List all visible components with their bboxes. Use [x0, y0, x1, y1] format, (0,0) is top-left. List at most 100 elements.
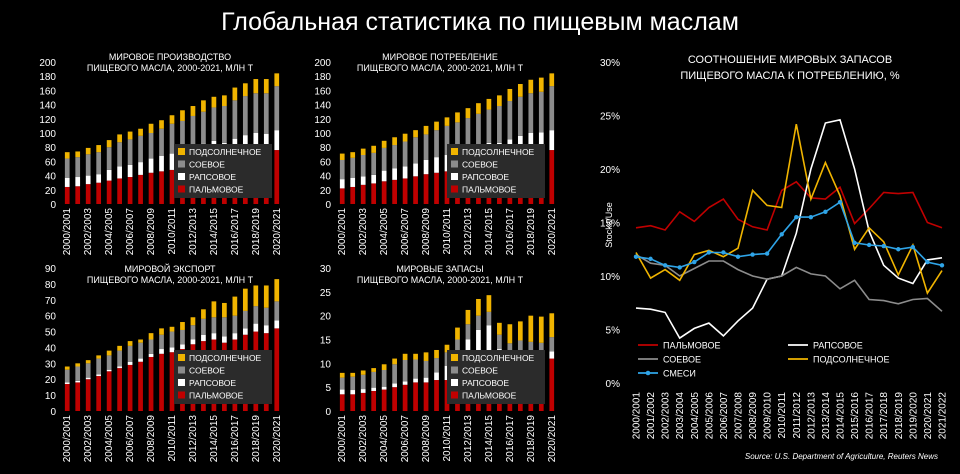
bar-segment-soy [413, 137, 418, 164]
bar-segment-sunflower [211, 96, 217, 108]
series-point-mixed [837, 199, 843, 205]
y-tick-label: 40 [45, 172, 57, 183]
x-tick-label: 2017/2018 [879, 392, 890, 440]
bar-segment-rapeseed [476, 329, 481, 366]
bar-segment-sunflower [423, 352, 429, 361]
x-tick-label: 2008/2009 [748, 392, 759, 440]
bar-segment-sunflower [538, 316, 544, 343]
bar-segment-palm [392, 387, 397, 411]
chart-title: МИРОВЫЕ ЗАПАСЫ [396, 264, 483, 274]
x-tick-label: 2016/2017 [505, 208, 516, 256]
x-tick-label: 2018/2019 [526, 415, 537, 463]
bar-segment-rapeseed [127, 361, 133, 365]
bar-segment-palm [127, 364, 133, 411]
y-tick-label: 0 [325, 407, 331, 418]
bar-segment-sunflower [507, 88, 513, 102]
bar-segment-rapeseed [169, 153, 175, 170]
legend-swatch-palm [451, 185, 458, 193]
y-tick-label: 200 [314, 58, 331, 69]
bar-segment-soy [169, 331, 175, 348]
bar-segment-sunflower [392, 137, 397, 146]
bar-segment-soy [242, 310, 248, 329]
bar-segment-palm [75, 382, 81, 411]
y-tick-label: 25% [600, 112, 620, 123]
y-tick-label: 60 [45, 157, 57, 168]
x-tick-label: 2004/2005 [104, 415, 115, 463]
bar-segment-sunflower [538, 77, 544, 92]
bar-segment-sunflower [360, 370, 366, 375]
bar-segment-sunflower [106, 350, 112, 356]
bar-segment-soy [497, 106, 502, 143]
bar-segment-sunflower [360, 148, 366, 156]
series-point-mixed [692, 259, 697, 265]
x-tick-label: 2008/2009 [421, 208, 432, 256]
x-tick-label: 2006/2007 [400, 208, 411, 256]
bar-segment-rapeseed [117, 166, 122, 179]
bar-segment-sunflower [64, 152, 70, 159]
bar-segment-soy [180, 329, 185, 345]
bar-segment-soy [538, 91, 544, 133]
series-point-mixed [721, 250, 726, 255]
bar-segment-palm [159, 171, 164, 204]
bar-segment-palm [402, 384, 408, 411]
legend-label: ПАЛЬМОВОЕ [189, 391, 244, 401]
x-tick-label: 2016/2017 [230, 415, 241, 463]
bar-segment-soy [434, 130, 439, 158]
bar-segment-rapeseed [242, 328, 248, 335]
chart-title: ПИЩЕВОГО МАСЛА, 2000-2021, МЛН Т [357, 63, 524, 73]
x-tick-label: 2012/2013 [188, 415, 199, 463]
bar-segment-rapeseed [339, 179, 345, 189]
legend-label: СОЕВОЕ [663, 355, 701, 365]
y-tick-label: 20% [600, 165, 620, 176]
bar-segment-soy [75, 366, 81, 381]
bar-segment-soy [106, 355, 112, 370]
bar-segment-sunflower [350, 152, 356, 158]
x-tick-label: 2018/2019 [251, 208, 262, 256]
x-tick-label: 2012/2013 [463, 208, 474, 256]
bar-segment-rapeseed [413, 163, 418, 177]
bar-segment-palm [169, 169, 175, 204]
bar-segment-soy [497, 334, 502, 350]
x-tick-label: 2014/2015 [209, 415, 220, 463]
bar-segment-soy [434, 358, 439, 373]
bar-segment-soy [486, 109, 492, 143]
bar-segment-sunflower [455, 112, 460, 123]
bar-segment-soy [528, 341, 534, 357]
bar-segment-rapeseed [64, 177, 70, 187]
bar-segment-soy [222, 317, 227, 337]
bar-segment-palm [127, 177, 133, 204]
bar-segment-rapeseed [148, 353, 154, 357]
bar-segment-palm [360, 184, 366, 204]
bar-segment-sunflower [96, 145, 102, 153]
bar-segment-soy [138, 135, 143, 163]
bar-segment-rapeseed [360, 389, 366, 393]
series-point-mixed [808, 214, 814, 220]
y-tick-label: 100 [39, 129, 56, 140]
legend-swatch-soy [451, 160, 458, 168]
bar-segment-sunflower [339, 153, 345, 160]
bar-segment-sunflower [75, 363, 81, 367]
legend-swatch-sunflower [451, 354, 458, 361]
legend-label: РАПСОВОЕ [462, 378, 509, 388]
bar-segment-soy [263, 307, 269, 326]
bar-segment-rapeseed [274, 130, 280, 151]
bar-segment-palm [549, 358, 555, 411]
bar-segment-sunflower [159, 328, 164, 335]
y-tick-label: 80 [45, 280, 57, 291]
series-point-mixed [925, 259, 930, 265]
series-line-mixed [635, 200, 943, 269]
legend-label: СОЕВОЕ [189, 160, 225, 170]
chart-title: СООТНОШЕНИЕ МИРОВЫХ ЗАПАСОВ [688, 54, 892, 66]
bar-segment-soy [190, 115, 196, 147]
bar-segment-rapeseed [486, 325, 492, 364]
bar-segment-soy [444, 125, 450, 156]
series-point-mixed [823, 209, 828, 214]
x-tick-label: 2000/2001 [62, 208, 73, 256]
x-tick-label: 2010/2011 [442, 208, 453, 255]
y-tick-label: 30 [320, 264, 332, 275]
y-tick-label: 160 [39, 86, 56, 97]
bar-segment-palm [434, 380, 439, 411]
bar-segment-soy [507, 101, 513, 140]
bar-segment-sunflower [413, 130, 418, 138]
